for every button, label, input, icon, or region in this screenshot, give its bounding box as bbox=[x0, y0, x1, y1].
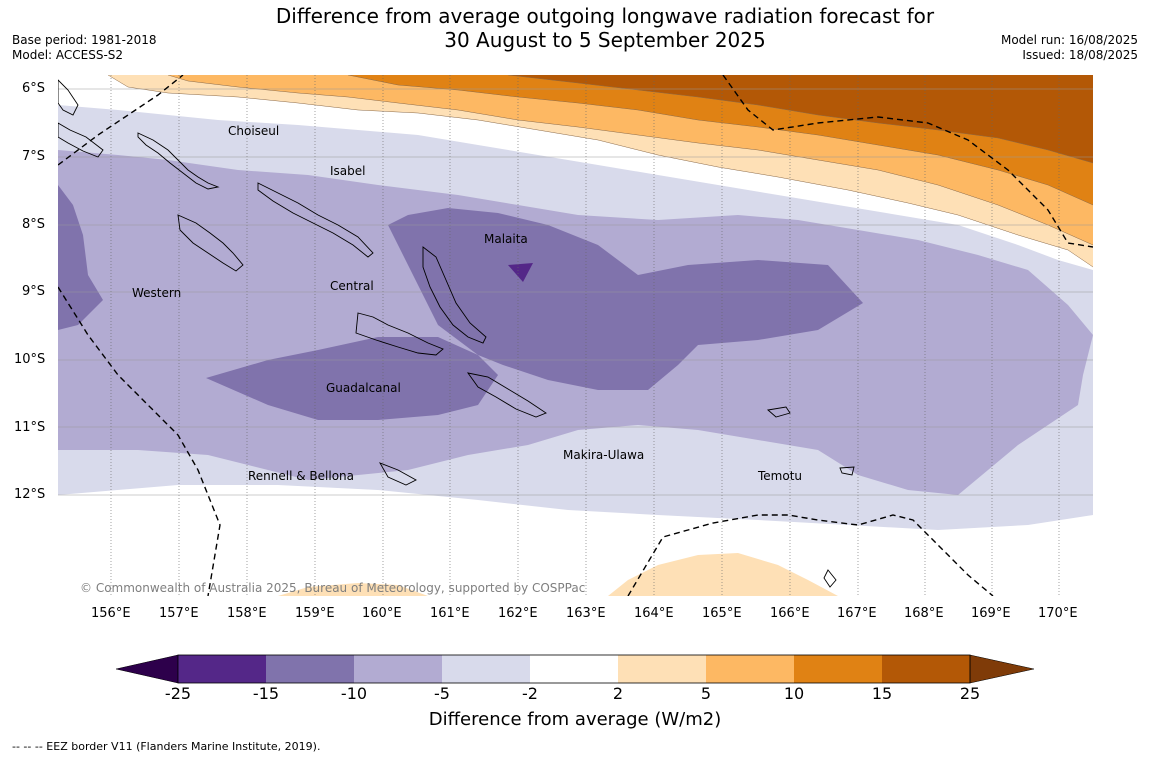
title-line-1: Difference from average outgoing longwav… bbox=[275, 4, 935, 28]
contour-lines bbox=[107, 75, 1093, 268]
colorbar-tick-3: -5 bbox=[434, 684, 450, 703]
lon-label-164e: 164°E bbox=[634, 606, 674, 621]
lat-label-7s: 7°S bbox=[22, 149, 46, 164]
colorbar-bin-neg25-neg15 bbox=[178, 655, 266, 683]
north-coast bbox=[58, 79, 79, 116]
temotu-coast-2 bbox=[839, 466, 855, 476]
colorbar-extend-low bbox=[115, 654, 179, 684]
coastlines bbox=[58, 79, 855, 588]
colorbar-title: Difference from average (W/m2) bbox=[428, 709, 722, 730]
lat-label-8s: 8°S bbox=[22, 217, 46, 232]
lon-label-162e: 162°E bbox=[498, 606, 538, 621]
choiseul-coast bbox=[137, 132, 220, 190]
lon-label-167e: 167°E bbox=[837, 606, 877, 621]
band-pos2-pos5-south-east bbox=[608, 553, 838, 596]
issued-label: Issued: 18/08/2025 bbox=[1022, 48, 1138, 62]
colorbar-bin-pos2-pos5 bbox=[618, 655, 706, 683]
colorbar-tick-6: 5 bbox=[700, 684, 712, 703]
region-label-temotu: Temotu bbox=[757, 469, 802, 483]
band-neg15-neg10-west bbox=[58, 185, 103, 330]
band-neg15-neg10-east bbox=[388, 208, 863, 390]
band-neg2-pos2-south bbox=[58, 515, 1093, 596]
colorbar-bin-neg5-neg2 bbox=[442, 655, 530, 683]
malaita-coast bbox=[422, 246, 487, 344]
lon-label-169e: 169°E bbox=[971, 606, 1011, 621]
region-label-rennell-bellona: Rennell & Bellona bbox=[248, 469, 354, 483]
temotu-coast-1 bbox=[766, 406, 791, 418]
lon-label-156e: 156°E bbox=[91, 606, 131, 621]
eez-borders bbox=[58, 75, 1093, 596]
colorbar-bin-pos10-pos15 bbox=[794, 655, 882, 683]
lon-label-161e: 161°E bbox=[430, 606, 470, 621]
title-line-2: 30 August to 5 September 2025 bbox=[444, 28, 766, 52]
graticule bbox=[58, 75, 1093, 596]
colorbar-tick-0: -25 bbox=[164, 684, 192, 703]
map-title: Difference from average outgoing longwav… bbox=[0, 4, 1150, 52]
colorbar-svg bbox=[115, 654, 1035, 684]
colorbar-tick-9: 25 bbox=[959, 684, 981, 703]
region-label-isabel: Isabel bbox=[330, 164, 365, 178]
lon-label-159e: 159°E bbox=[295, 606, 335, 621]
band-pos2-pos5-south-west bbox=[278, 583, 428, 596]
base-period-label: Base period: 1981-2018 bbox=[12, 33, 157, 47]
band-pos15-pos25 bbox=[508, 75, 1093, 163]
lat-label-11s: 11°S bbox=[14, 420, 46, 435]
isabel-coast bbox=[257, 182, 374, 258]
colorbar-tick-2: -10 bbox=[340, 684, 368, 703]
lon-label-165e: 165°E bbox=[702, 606, 742, 621]
colorbar-tick-5: 2 bbox=[612, 684, 624, 703]
lat-label-12s: 12°S bbox=[14, 487, 46, 502]
lon-label-157e: 157°E bbox=[159, 606, 199, 621]
lat-label-6s: 6°S bbox=[22, 81, 46, 96]
colorbar-extend-high bbox=[969, 654, 1035, 684]
lon-label-168e: 168°E bbox=[904, 606, 944, 621]
copyright-text: © Commonwealth of Australia 2025, Bureau… bbox=[80, 581, 585, 595]
colorbar-tick-4: -2 bbox=[522, 684, 538, 703]
eez-footnote: -- -- -- EEZ border V11 (Flanders Marine… bbox=[12, 740, 321, 753]
lon-label-166e: 166°E bbox=[770, 606, 810, 621]
lat-label-10s: 10°S bbox=[14, 352, 46, 367]
colorbar-bin-neg2-pos2 bbox=[530, 655, 618, 683]
guadalcanal-coast bbox=[355, 312, 444, 356]
lon-label-163e: 163°E bbox=[566, 606, 606, 621]
lon-label-160e: 160°E bbox=[362, 606, 402, 621]
colorbar-bin-neg10-neg5 bbox=[354, 655, 442, 683]
lat-label-9s: 9°S bbox=[22, 284, 46, 299]
western-islands-coast bbox=[177, 214, 244, 272]
colorbar-tick-7: 10 bbox=[783, 684, 805, 703]
top-left-coast bbox=[58, 122, 104, 158]
south-east-isles bbox=[823, 569, 837, 588]
band-neg25-neg15 bbox=[508, 263, 533, 282]
forecast-map: Choiseul Isabel Malaita Western Central … bbox=[58, 75, 1093, 596]
region-label-western: Western bbox=[132, 286, 181, 300]
colorbar-tick-1: -15 bbox=[252, 684, 280, 703]
rennell-coast bbox=[378, 462, 417, 486]
region-labels: Choiseul Isabel Malaita Western Central … bbox=[132, 124, 802, 483]
makira-coast bbox=[466, 372, 547, 418]
map-canvas: Choiseul Isabel Malaita Western Central … bbox=[58, 75, 1093, 596]
lon-label-170e: 170°E bbox=[1038, 606, 1078, 621]
lon-label-158e: 158°E bbox=[227, 606, 267, 621]
region-label-guadalcanal: Guadalcanal bbox=[326, 381, 401, 395]
region-label-makira-ulawa: Makira-Ulawa bbox=[563, 448, 644, 462]
model-run-label: Model run: 16/08/2025 bbox=[1000, 33, 1138, 47]
colorbar-bin-pos5-pos10 bbox=[706, 655, 794, 683]
region-label-choiseul: Choiseul bbox=[228, 124, 279, 138]
region-label-malaita: Malaita bbox=[484, 232, 528, 246]
band-neg15-neg10-guadalcanal bbox=[206, 337, 498, 420]
colorbar-bin-pos15-pos25 bbox=[882, 655, 970, 683]
model-label: Model: ACCESS-S2 bbox=[12, 48, 124, 62]
colorbar bbox=[0, 650, 1150, 690]
colorbar-tick-8: 15 bbox=[871, 684, 893, 703]
region-label-central: Central bbox=[330, 279, 374, 293]
colorbar-bin-neg15-neg10 bbox=[266, 655, 354, 683]
